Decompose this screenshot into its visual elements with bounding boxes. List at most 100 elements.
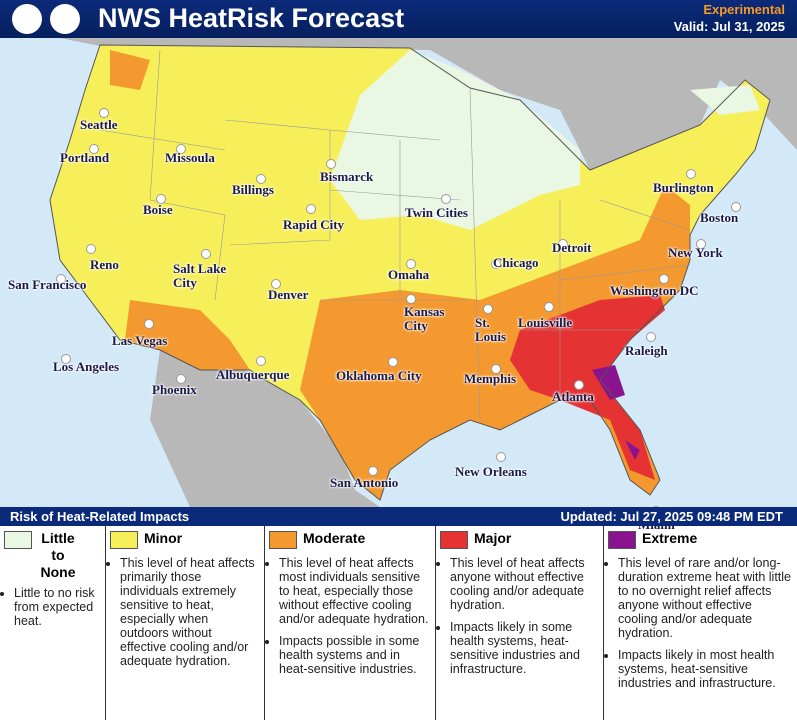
city-dot (56, 274, 66, 284)
bullet: This level of heat affects primarily tho… (120, 556, 260, 668)
legend-bullets: This level of heat affects most individu… (269, 556, 431, 684)
city-label: Boston (700, 210, 739, 225)
city-label: Omaha (388, 267, 430, 282)
legend-bullets: This level of heat affects anyone withou… (440, 556, 599, 684)
city-label: Memphis (464, 371, 516, 386)
city-dot (574, 380, 584, 390)
bullet-list: Little to no risk from expected heat. (4, 586, 101, 628)
city-dot (731, 202, 741, 212)
legend-bullets: Little to no risk from expected heat. (4, 586, 101, 636)
mexico (150, 350, 380, 507)
legend-level-name: Major (474, 530, 512, 546)
city-label: Portland (60, 150, 110, 165)
bullet: Impacts likely in most health systems, h… (618, 648, 793, 690)
city-label: Reno (90, 257, 119, 272)
us-outline (49, 44, 771, 501)
legend-swatch (4, 531, 32, 549)
city-label: Kansas City (404, 304, 445, 333)
city-label: Denver (268, 287, 309, 302)
city-label: Louisville (518, 315, 573, 330)
city-label: Oklahoma City (336, 368, 422, 383)
legend-title: Risk of Heat-Related Impacts (10, 509, 190, 524)
city-label: New York (668, 245, 723, 260)
bullet: Impacts possible in some health systems … (279, 634, 431, 676)
city-dot (496, 452, 506, 462)
city-dot (406, 259, 416, 269)
city-dot (388, 357, 398, 367)
updated-time: Updated: Jul 27, 2025 09:48 PM EDT (560, 509, 783, 524)
city-label: Twin Cities (405, 205, 468, 220)
bullet-list: This level of heat affects primarily tho… (110, 556, 260, 668)
bullet: This level of heat affects most individu… (279, 556, 431, 626)
city-dot (441, 194, 451, 204)
legend-swatch (608, 531, 636, 549)
city-dot (156, 194, 166, 204)
legend-bullets: This level of heat affects primarily tho… (110, 556, 260, 676)
city-label: Los Angeles (53, 359, 120, 374)
city-dot (646, 332, 656, 342)
city-label: Missoula (165, 150, 215, 165)
city-dot (86, 244, 96, 254)
city-label: New Orleans (455, 464, 527, 479)
city-label: St. Louis (475, 315, 507, 344)
little-area (330, 50, 760, 230)
city-label: Atlanta (552, 389, 594, 404)
city-dot (256, 356, 266, 366)
city-label: Albuquerque (216, 367, 290, 382)
bullet: Little to no risk from expected heat. (14, 586, 101, 628)
city-label: Boise (143, 202, 173, 217)
legend-column: Little to None Little to no risk from exp… (0, 526, 106, 720)
city-dot (176, 374, 186, 384)
city-label: Bismarck (320, 169, 374, 184)
city-dot (306, 204, 316, 214)
city-dot (368, 466, 378, 476)
legend-column: Moderate This level of heat affects most … (265, 526, 436, 720)
city-dot (491, 364, 501, 374)
city-dot (256, 174, 266, 184)
city-dot (558, 239, 568, 249)
state-lines (99, 49, 691, 421)
city-label: San Antonio (330, 475, 399, 490)
legend-level-name: Minor (144, 530, 183, 546)
status: Experimental (703, 2, 785, 17)
city-dot (686, 169, 696, 179)
bullet: This level of rare and/or long-duration … (618, 556, 793, 640)
city-dot (544, 302, 554, 312)
legend-swatch (269, 531, 297, 549)
city-label: Billings (232, 182, 274, 197)
valid-date: Valid: Jul 31, 2025 (673, 19, 785, 34)
city-label: San Francisco (8, 277, 87, 292)
city-label: Raleigh (625, 343, 668, 358)
city-dot (99, 108, 109, 118)
city-label: Detroit (552, 240, 592, 255)
bullet: Impacts likely in some health systems, h… (450, 620, 599, 676)
city-dot (271, 279, 281, 289)
legend-column: Extreme This level of rare and/or long-du… (604, 526, 797, 720)
city-label: Burlington (653, 180, 714, 195)
city-dot (176, 144, 186, 154)
city-dot (483, 304, 493, 314)
bullet: This level of heat affects anyone withou… (450, 556, 599, 612)
city-label: Phoenix (152, 382, 197, 397)
legend-level-name: Extreme (642, 530, 698, 546)
city-dot (491, 259, 501, 269)
legend-swatch (110, 531, 138, 549)
city-dot (61, 354, 71, 364)
bullet-list: This level of heat affects anyone withou… (440, 556, 599, 676)
major-area (510, 295, 665, 480)
title: NWS HeatRisk Forecast (98, 3, 405, 33)
city-dot (144, 319, 154, 329)
city-label: Chicago (493, 255, 539, 270)
city-label: Seattle (80, 117, 118, 132)
city-dot (89, 144, 99, 154)
header: NWS HeatRisk Forecast Experimental Valid… (0, 0, 797, 38)
legend-bar: Risk of Heat-Related Impacts Updated: Ju… (0, 507, 797, 526)
city-label: Las Vegas (112, 333, 168, 348)
legend-level-name: Moderate (303, 530, 366, 546)
noaa-logo (12, 4, 42, 34)
legend-level-name: Little to None (40, 530, 76, 580)
legend-column: Major This level of heat affects anyone w… (436, 526, 604, 720)
city-dot (696, 239, 706, 249)
city-label: Washington DC (610, 283, 699, 298)
